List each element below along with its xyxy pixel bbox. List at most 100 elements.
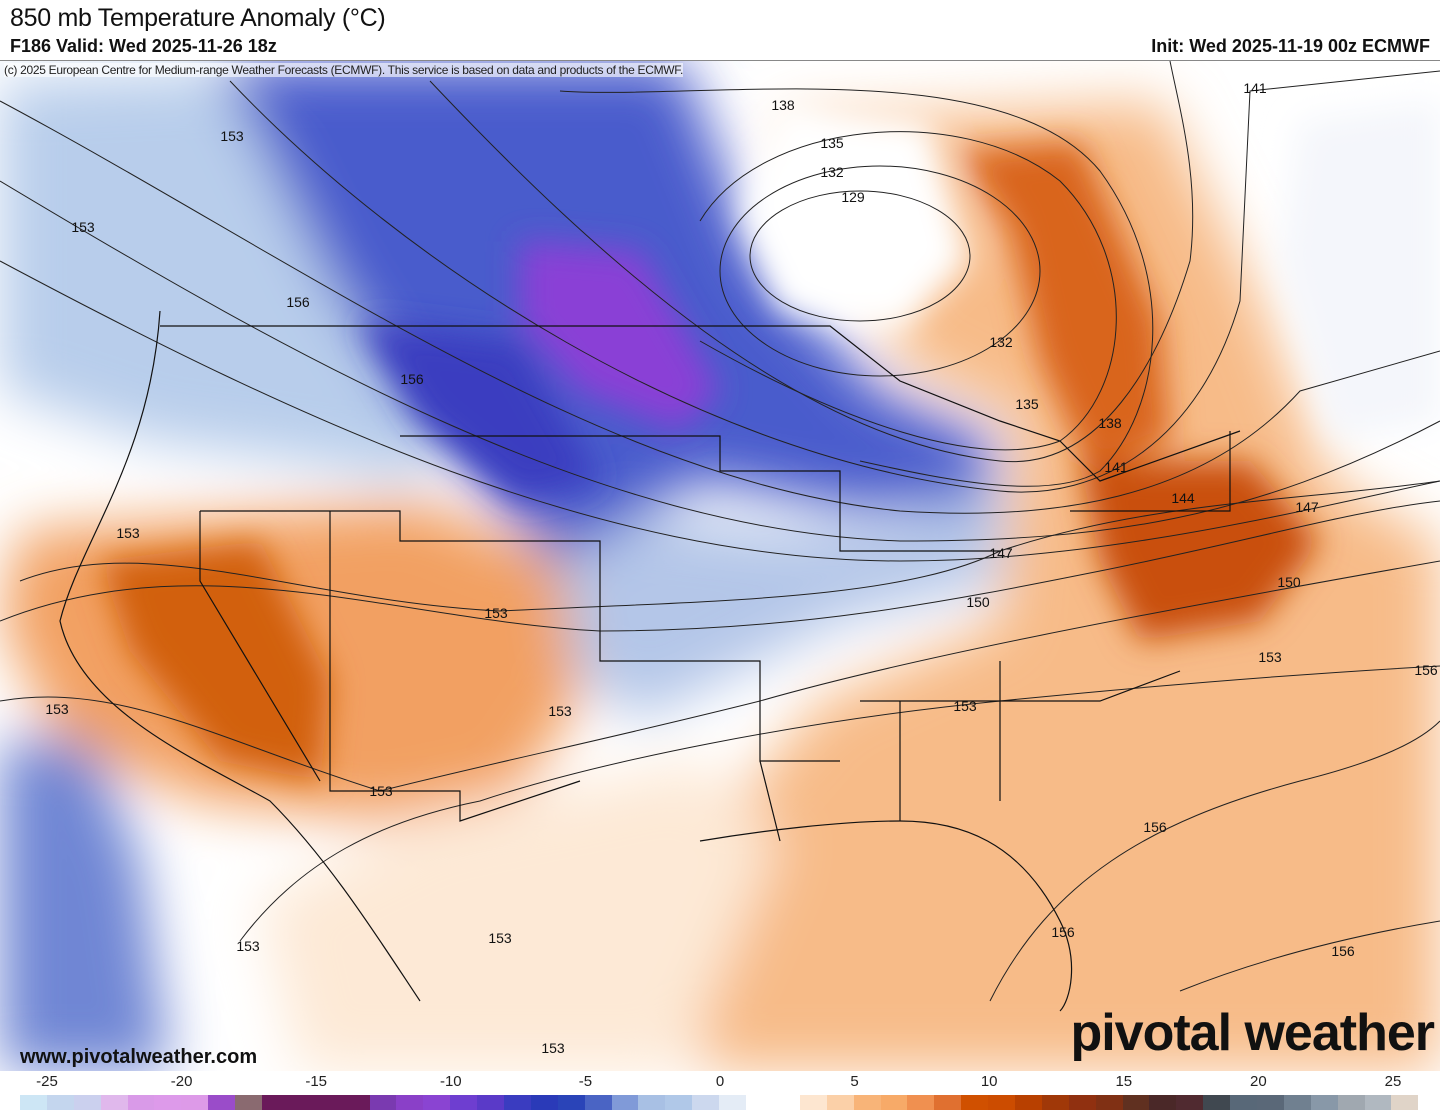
contour-label: 135: [1015, 396, 1039, 412]
colorbar-swatch: [1176, 1095, 1204, 1110]
init-time: Init: Wed 2025-11-19 00z ECMWF: [1151, 36, 1430, 56]
contour-label: 141: [1243, 80, 1267, 96]
colorbar-swatch: [396, 1095, 424, 1110]
contour-label: 153: [1258, 649, 1282, 665]
colorbar-swatch: [746, 1095, 773, 1110]
colorbar-swatch: [611, 1095, 639, 1110]
colorbar-tick-label: -5: [578, 1073, 593, 1090]
contour-label: 153: [45, 701, 69, 717]
colorbar-swatch: [1283, 1095, 1311, 1110]
colorbar-swatch: [1230, 1095, 1257, 1110]
contour-label: 153: [548, 703, 572, 719]
contour-label: 135: [820, 135, 844, 151]
colorbar: -25 -20 -15 -10 -5 0 5 10 15 20 25: [0, 1071, 1440, 1113]
colorbar-tick-label: 25: [1384, 1073, 1402, 1090]
colorbar-swatch: [315, 1095, 343, 1110]
colorbar-swatch: [1122, 1095, 1150, 1110]
colorbar-swatch: [423, 1095, 451, 1110]
contour-label: 153: [488, 930, 512, 946]
contour-label: 147: [1295, 499, 1319, 515]
credit-text: (c) 2025 European Centre for Medium-rang…: [4, 63, 684, 77]
colorbar-tick-label: 0: [715, 1073, 725, 1090]
colorbar-swatch: [127, 1095, 155, 1110]
colorbar-tick-label: 15: [1115, 1073, 1133, 1090]
colorbar-swatch: [772, 1095, 800, 1110]
pivotal-weather-logo: pivotal weather: [1070, 1004, 1435, 1062]
colorbar-swatch: [584, 1095, 612, 1110]
contour-label: 153: [953, 698, 977, 714]
contour-label: 153: [236, 938, 260, 954]
colorbar-swatch: [1041, 1095, 1069, 1110]
colorbar-swatches: [20, 1095, 1419, 1110]
colorbar-swatch: [907, 1095, 935, 1110]
colorbar-swatch: [504, 1095, 531, 1110]
colorbar-tick-label: -15: [305, 1073, 328, 1090]
contour-label: 153: [116, 525, 140, 541]
colorbar-tick-label: 10: [980, 1073, 998, 1090]
colorbar-swatch: [1203, 1095, 1231, 1110]
valid-time: F186 Valid: Wed 2025-11-26 18z: [10, 36, 277, 56]
colorbar-swatch: [100, 1095, 128, 1110]
contour-label: 156: [1051, 924, 1075, 940]
colorbar-swatch: [988, 1095, 1015, 1110]
colorbar-swatch: [692, 1095, 720, 1110]
anomaly-cores: [100, 101, 1440, 781]
colorbar-swatch: [665, 1095, 693, 1110]
contour-label: 150: [966, 594, 990, 610]
colorbar-swatch: [477, 1095, 505, 1110]
colorbar-swatch: [1337, 1095, 1365, 1110]
colorbar-tick-label: 20: [1250, 1073, 1267, 1090]
colorbar-swatch: [154, 1095, 182, 1110]
contour-label: 138: [771, 97, 795, 113]
contour-label: 153: [369, 783, 393, 799]
colorbar-swatch: [1310, 1095, 1338, 1110]
colorbar-tick-label: -10: [439, 1073, 462, 1090]
website-link[interactable]: www.pivotalweather.com: [20, 1046, 258, 1068]
colorbar-swatch: [1256, 1095, 1284, 1110]
colorbar-swatch: [181, 1095, 209, 1110]
contour-label: 156: [1414, 662, 1438, 678]
contour-label: 132: [820, 164, 844, 180]
weather-map: 141 138 135 132 129 153 153 156 156 132 135 138 141 1…: [0, 60, 1440, 1072]
colorbar-swatch: [1364, 1095, 1392, 1110]
contour-label: 138: [1098, 415, 1122, 431]
colorbar-swatch: [1391, 1095, 1419, 1110]
contour-label: 153: [541, 1040, 565, 1056]
colorbar-swatch: [235, 1095, 263, 1110]
colorbar-swatch: [450, 1095, 478, 1110]
colorbar-swatch: [1149, 1095, 1177, 1110]
colorbar-swatch: [46, 1095, 74, 1110]
contour-label: 132: [989, 334, 1013, 350]
colorbar-swatch: [557, 1095, 585, 1110]
map-title: 850 mb Temperature Anomaly (°C): [10, 4, 386, 32]
colorbar-swatch: [799, 1095, 827, 1110]
colorbar-swatch: [853, 1095, 881, 1110]
colorbar-swatch: [934, 1095, 962, 1110]
contour-label: 141: [1104, 459, 1128, 475]
contour-label: 153: [71, 219, 95, 235]
contour-label: 129: [841, 189, 865, 205]
colorbar-swatch: [1014, 1095, 1042, 1110]
height-contours: [0, 61, 1440, 1002]
contour-label: 147: [989, 545, 1013, 561]
contour-labels: 141 138 135 132 129 153 153 156 156 132 135 138 141 1…: [45, 80, 1438, 1056]
colorbar-tick-label: -20: [170, 1073, 193, 1090]
contour-label: 156: [1331, 943, 1355, 959]
colorbar-swatch: [530, 1095, 558, 1110]
colorbar-swatch: [826, 1095, 854, 1110]
anomaly-field: 141 138 135 132 129 153 153 156 156 132 135 138 141 1…: [0, 61, 1440, 1071]
colorbar-swatch: [288, 1095, 316, 1110]
contour-label: 153: [220, 128, 244, 144]
colorbar-swatch: [1095, 1095, 1123, 1110]
contour-label: 156: [400, 371, 424, 387]
colorbar-tick-label: 5: [850, 1073, 859, 1090]
colorbar-swatch: [880, 1095, 908, 1110]
contour-label: 153: [484, 605, 508, 621]
contour-label: 156: [286, 294, 310, 310]
colorbar-swatch: [961, 1095, 989, 1110]
colorbar-swatch: [73, 1095, 101, 1110]
colorbar-swatch: [369, 1095, 397, 1110]
colorbar-swatch: [208, 1095, 236, 1110]
colorbar-tick-label: -25: [36, 1073, 58, 1090]
contour-label: 150: [1277, 574, 1301, 590]
